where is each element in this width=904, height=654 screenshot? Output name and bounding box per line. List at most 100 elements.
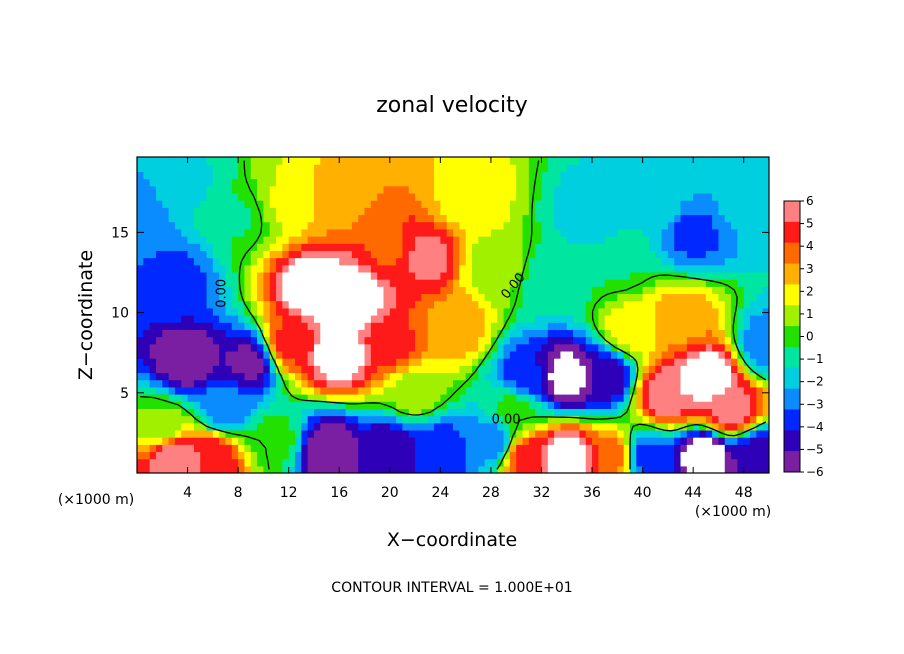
field-cell [301,458,309,467]
field-cell [566,192,574,201]
field-cell [225,458,233,467]
field-cell [712,343,720,352]
field-cell [276,207,283,216]
field-cell [389,415,397,424]
field-cell [655,451,663,460]
field-cell [377,185,385,194]
field-cell [718,257,726,266]
field-cell [389,221,397,230]
field-cell [263,444,271,453]
field-cell [149,458,157,467]
field-cell [712,394,720,402]
field-cell [509,243,517,251]
field-cell [535,243,543,251]
field-cell [598,465,606,473]
field-cell [566,243,574,251]
field-cell [377,315,385,323]
field-cell [358,429,366,438]
field-cell [206,157,214,165]
field-cell [244,300,252,309]
field-cell [598,192,606,201]
field-cell [762,164,769,172]
field-cell [712,271,720,280]
field-cell [168,401,176,409]
field-cell [756,422,764,431]
field-cell [617,350,625,359]
field-cell [554,315,562,323]
field-cell [396,322,404,330]
field-cell [598,271,606,280]
field-cell [269,307,277,316]
field-cell [446,329,454,338]
field-cell [143,236,151,244]
field-cell [219,437,227,445]
field-cell [339,293,347,302]
field-cell [629,358,637,366]
field-cell [250,465,258,473]
field-cell [471,293,479,302]
field-cell [598,372,606,381]
field-cell [231,343,239,352]
field-cell [301,444,309,453]
field-cell [655,228,663,237]
field-cell [206,329,214,338]
field-cell [244,408,252,417]
field-cell [522,437,530,445]
field-cell [528,365,536,374]
field-cell [459,228,467,237]
field-cell [604,408,612,417]
field-cell [257,358,264,366]
field-cell [459,415,467,424]
field-cell [667,279,675,287]
field-cell [528,401,536,409]
field-cell [377,451,385,460]
field-cell [617,422,625,431]
field-cell [705,257,713,266]
field-cell [623,386,631,395]
field-cell [554,365,562,374]
field-cell [231,401,239,409]
field-cell [522,322,530,330]
field-cell [219,444,227,453]
field-cell [535,322,543,330]
field-cell [642,178,650,187]
field-cell [680,343,688,352]
field-cell [446,228,454,237]
field-cell [592,408,599,417]
field-cell [611,437,618,445]
field-cell [421,185,429,194]
field-cell [604,293,612,302]
field-cell [680,458,688,467]
field-cell [358,157,366,165]
field-cell [326,243,334,251]
field-cell [358,185,366,194]
field-cell [370,444,378,453]
field-cell [648,192,656,201]
field-cell [674,178,682,187]
field-cell [326,329,334,338]
field-cell [674,236,682,244]
field-cell [579,200,587,208]
field-cell [345,178,353,187]
field-cell [187,458,195,467]
field-cell [408,465,416,473]
field-cell [648,286,656,295]
field-cell [155,429,163,438]
field-cell [332,192,340,201]
field-cell [263,286,271,295]
field-cell [547,250,555,259]
field-cell [421,257,429,266]
field-cell [282,408,290,417]
field-cell [629,437,637,445]
field-cell [313,465,321,473]
field-cell [174,293,182,302]
field-cell [149,437,157,445]
field-cell [364,343,372,352]
field-cell [301,221,309,230]
field-cell [528,322,536,330]
field-cell [705,386,713,395]
field-cell [408,336,416,345]
zero-contour [140,160,767,470]
field-cell [307,257,315,266]
field-cell [547,221,555,230]
